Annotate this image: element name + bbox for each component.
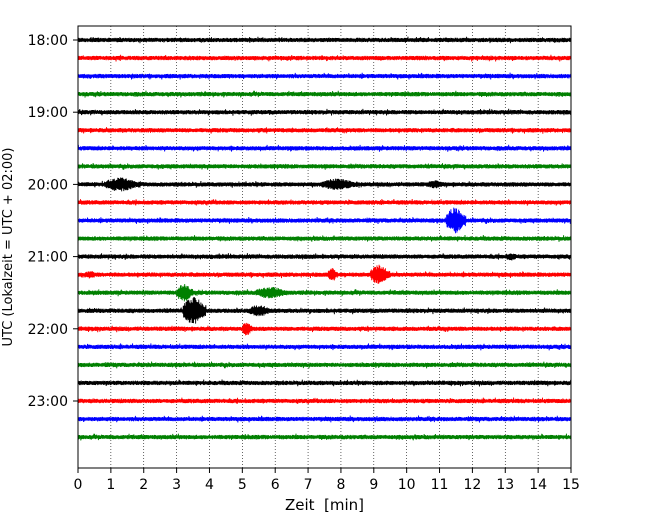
seismic-trace: [77, 433, 572, 441]
x-tick-label: 0: [74, 477, 83, 493]
seismic-trace: [77, 144, 572, 152]
seismic-trace: [77, 264, 572, 284]
y-tick-label: 22:00: [28, 322, 68, 338]
y-tick-label: 23:00: [28, 394, 68, 410]
x-tick-label: 12: [463, 477, 481, 493]
seismic-trace: [77, 343, 572, 351]
x-tick-label: 13: [496, 477, 514, 493]
seismic-trace: [77, 297, 572, 324]
seismic-trace: [77, 322, 572, 336]
x-axis-ticks: 0 1 2 3 4 5 6 7 8 9 10 11 12 13 14 15: [74, 468, 580, 493]
seismic-trace: [77, 235, 572, 242]
x-tick-label: 10: [398, 477, 416, 493]
x-tick-label: 7: [304, 477, 313, 493]
seismic-trace: [77, 284, 572, 302]
x-tick-label: 15: [562, 477, 580, 493]
seismic-trace: [77, 36, 572, 44]
x-tick-label: 14: [529, 477, 547, 493]
seismic-trace: [77, 198, 572, 206]
plot-area-background: [78, 26, 571, 468]
seismic-trace: [77, 207, 572, 234]
seismic-trace: [77, 361, 572, 369]
seismic-trace: [77, 379, 572, 387]
x-tick-label: 4: [205, 477, 214, 493]
seismic-trace: [77, 162, 572, 170]
x-tick-label: 9: [369, 477, 378, 493]
y-axis-title: UTC (Lokalzeit = UTC + 02:00): [1, 148, 16, 347]
seismic-trace: [77, 253, 572, 261]
x-tick-label: 5: [238, 477, 247, 493]
x-tick-label: 11: [431, 477, 449, 493]
seismic-trace: [77, 90, 572, 98]
x-tick-label: 1: [106, 477, 115, 493]
seismic-trace: [77, 127, 572, 134]
y-tick-label: 21:00: [28, 250, 68, 266]
y-tick-label: 19:00: [28, 105, 68, 121]
plot-frame: [77, 25, 572, 469]
x-tick-label: 2: [139, 477, 148, 493]
y-tick-label: 18:00: [28, 33, 68, 49]
y-tick-label: 20:00: [28, 177, 68, 193]
seismic-trace: [77, 72, 572, 80]
seismic-trace: [77, 415, 572, 423]
x-tick-label: 6: [271, 477, 280, 493]
x-axis-title: Zeit [min]: [285, 496, 364, 514]
seismic-trace: [77, 397, 572, 405]
y-axis-ticks: 18:00 19:00 20:00 21:00 22:00 23:00: [28, 33, 78, 410]
x-tick-label: 8: [336, 477, 345, 493]
seismic-trace: [77, 177, 572, 192]
seismic-trace: [77, 108, 572, 116]
seismic-trace: [77, 54, 572, 62]
x-tick-label: 3: [172, 477, 181, 493]
seismic-traces: [77, 36, 572, 441]
